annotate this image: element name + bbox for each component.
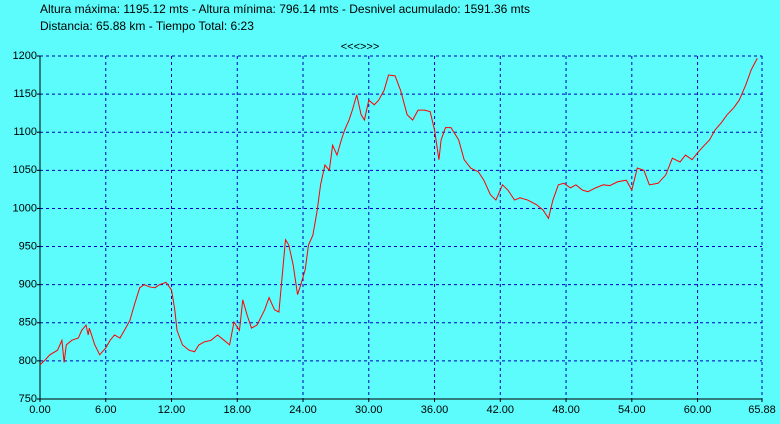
elevation-line (39, 58, 758, 366)
y-tick-label: 800 (19, 355, 37, 367)
y-tick-label: 1050 (13, 164, 37, 176)
y-tick-label: 1000 (13, 202, 37, 214)
y-tick-label: 750 (19, 393, 37, 405)
x-tick-label: 6.00 (95, 404, 116, 416)
x-tick-label: 36.00 (421, 404, 449, 416)
chart-subtitle: Distancia: 65.88 km - Tiempo Total: 6:23 (40, 19, 254, 33)
x-tick-label: 60.00 (684, 404, 712, 416)
y-tick-label: 1100 (13, 126, 37, 138)
x-tick-label: 18.00 (224, 404, 252, 416)
y-tick-label: 850 (19, 317, 37, 329)
x-tick-label: 0.00 (29, 404, 50, 416)
navigation[interactable]: <<<>>> (341, 41, 380, 53)
y-tick-label: 1200 (13, 50, 37, 62)
x-tick-label: 54.00 (618, 404, 646, 416)
x-tick-label: 42.00 (487, 404, 515, 416)
y-tick-label: 950 (19, 240, 37, 252)
x-tick-label: 30.00 (355, 404, 383, 416)
x-tick-label: 65.88 (748, 404, 776, 416)
y-tick-label: 1150 (13, 88, 37, 100)
x-tick-label: 48.00 (552, 404, 580, 416)
x-tick-label: 24.00 (289, 404, 317, 416)
x-tick-label: 12.00 (158, 404, 186, 416)
y-tick-label: 900 (19, 279, 37, 291)
chart-title: Altura máxima: 1195.12 mts - Altura míni… (40, 2, 530, 16)
